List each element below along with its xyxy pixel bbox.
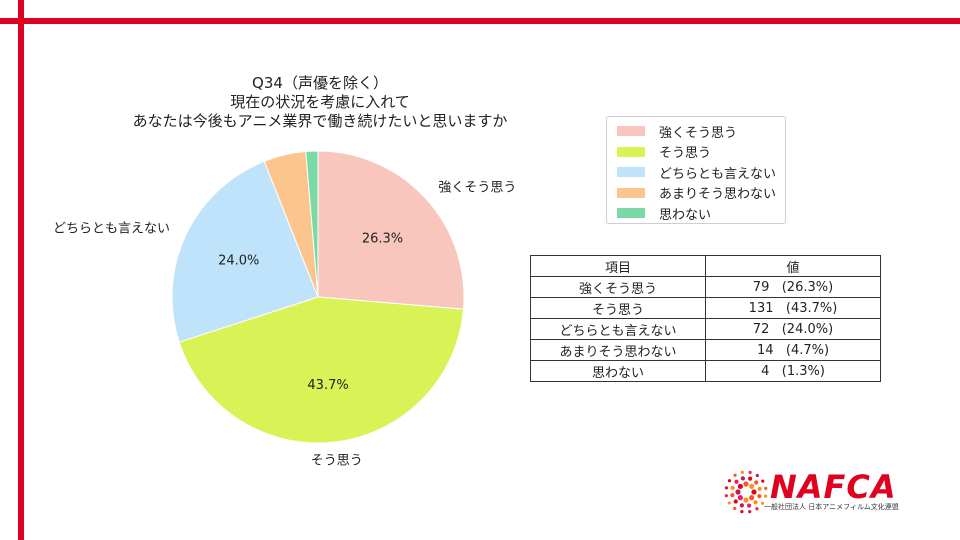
- logo-dot: [748, 476, 753, 481]
- pie-slice: [305, 150, 319, 298]
- pie-percent-label: 24.0%: [218, 254, 259, 269]
- pie-labels: 26.3% 強くそう思う 43.7% そう思う 24.0% どちらとも言えない: [53, 180, 516, 468]
- logo-dot: [733, 499, 738, 504]
- table-cell-item: 強くそう思う: [530, 276, 706, 298]
- pie-slice: [178, 296, 465, 444]
- logo-dot: [743, 497, 749, 503]
- pie-category-label: どちらとも言えない: [53, 221, 170, 236]
- chart-title-line-2: 現在の状況を考慮に入れて: [230, 93, 410, 111]
- logo-dot: [734, 479, 739, 484]
- data-table: 項目 値 強くそう思う 79 (26.3%) そう思う 131 (43.7%) …: [530, 255, 881, 382]
- chart-title-line-1: Q34（声優を除く）: [252, 74, 388, 92]
- logo-dot: [757, 486, 762, 491]
- logo-burst-icon: [724, 470, 768, 514]
- legend-label: 思わない: [659, 207, 712, 223]
- logo-dot: [757, 494, 762, 499]
- table-cell-value: 4 (1.3%): [705, 360, 881, 382]
- legend-swatch: [617, 146, 645, 157]
- logo-wordmark: NAFCA: [770, 468, 897, 506]
- logo-dot: [733, 506, 737, 511]
- legend-swatch: [617, 126, 645, 137]
- logo-dot: [747, 503, 752, 508]
- logo-dot: [764, 486, 768, 490]
- table-row: そう思う 131 (43.7%): [530, 297, 881, 319]
- logo-dot: [740, 476, 745, 481]
- logo-dot: [763, 494, 768, 498]
- logo-dot: [748, 510, 752, 514]
- logo-dot: [753, 500, 758, 505]
- legend-item: 思わない: [617, 203, 785, 224]
- table-row: あまりそう思わない 14 (4.7%): [530, 339, 881, 361]
- legend-item: 強くそう思う: [617, 121, 785, 142]
- legend-item: そう思う: [617, 142, 785, 163]
- logo-dot: [743, 481, 749, 487]
- logo-dot: [724, 486, 729, 490]
- pie-category-label: 強くそう思う: [438, 180, 516, 195]
- logo-dot: [749, 495, 755, 501]
- table-cell-value: 72 (24.0%): [705, 318, 881, 340]
- logo-dot: [755, 473, 759, 478]
- legend-item: あまりそう思わない: [617, 183, 785, 204]
- logo-dot: [761, 479, 765, 483]
- logo-subtitle: 一般社団法人 日本アニメフィルム文化連盟: [764, 503, 899, 511]
- pie-percent-label: 43.7%: [307, 378, 348, 393]
- pie-slice: [317, 150, 465, 310]
- table-cell-item: 思わない: [530, 360, 706, 382]
- logo-dot: [749, 483, 755, 489]
- legend-label: どちらとも言えない: [659, 166, 777, 182]
- chart-legend: 強くそう思う そう思う どちらとも言えない あまりそう思わない 思わない: [606, 116, 786, 224]
- table-header-item: 項目: [530, 255, 706, 277]
- frame-top-bar: [0, 18, 960, 24]
- chart-title-line-3: あなたは今後もアニメ業界で働き続けたいと思いますか: [132, 112, 508, 130]
- pie-percent-label: 26.3%: [362, 232, 403, 247]
- table-header-row: 項目 値: [530, 255, 881, 277]
- logo-dot: [748, 470, 752, 475]
- logo-dot: [754, 480, 759, 485]
- logo-dot: [724, 494, 728, 498]
- logo-dot: [737, 495, 743, 501]
- logo-dot: [730, 485, 735, 490]
- logo-dot: [730, 493, 735, 498]
- table-cell-item: あまりそう思わない: [530, 339, 706, 361]
- table-row: 強くそう思う 79 (26.3%): [530, 276, 881, 298]
- logo-dot: [755, 507, 759, 511]
- logo-dot: [740, 470, 744, 474]
- logo-dot: [733, 473, 737, 477]
- legend-label: 強くそう思う: [659, 125, 738, 141]
- table-cell-item: そう思う: [530, 297, 706, 319]
- legend-swatch: [617, 167, 645, 178]
- pie-slice: [171, 160, 319, 343]
- chart-title: Q34（声優を除く） 現在の状況を考慮に入れて あなたは今後もアニメ業界で働き続…: [60, 74, 580, 131]
- logo-dot: [735, 489, 741, 495]
- frame-left-bar: [18, 0, 24, 540]
- logo-dot: [727, 501, 731, 505]
- table-cell-value: 131 (43.7%): [705, 297, 881, 319]
- legend-item: どちらとも言えない: [617, 162, 785, 183]
- table-cell-value: 14 (4.7%): [705, 339, 881, 361]
- legend-label: あまりそう思わない: [659, 187, 777, 203]
- legend-swatch: [617, 187, 645, 198]
- logo-dot: [727, 479, 732, 483]
- logo-dot: [740, 509, 744, 514]
- table-header-value: 値: [705, 255, 881, 277]
- logo-dot: [739, 503, 744, 508]
- logo-dot: [751, 489, 757, 495]
- pie-category-label: そう思う: [311, 453, 363, 468]
- legend-swatch: [617, 208, 645, 219]
- table-cell-item: どちらとも言えない: [530, 318, 706, 340]
- logo-dot: [760, 501, 765, 505]
- nafca-logo: NAFCA 一般社団法人 日本アニメフィルム文化連盟: [724, 468, 924, 514]
- table-row: 思わない 4 (1.3%): [530, 360, 881, 382]
- logo-dot: [737, 483, 743, 489]
- table-row: どちらとも言えない 72 (24.0%): [530, 318, 881, 340]
- table-cell-value: 79 (26.3%): [705, 276, 881, 298]
- pie-slices: [171, 150, 465, 444]
- legend-label: そう思う: [659, 146, 712, 162]
